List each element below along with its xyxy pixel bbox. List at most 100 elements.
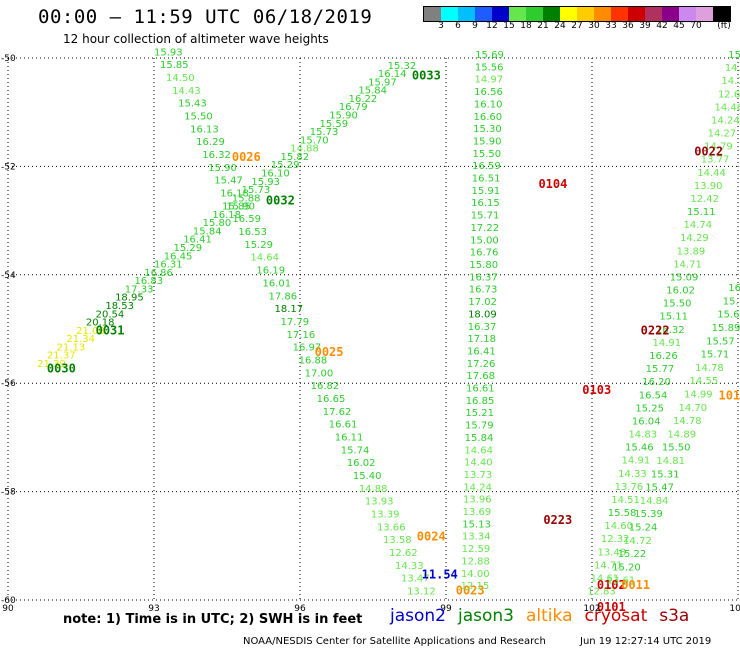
swh-value: 15. — [723, 296, 739, 307]
swh-value: 16.18 — [220, 189, 249, 200]
swh-value: 14.60 — [604, 521, 633, 532]
pass-time-label: 0222 — [641, 323, 670, 337]
swh-value: 13.73 — [464, 470, 493, 481]
x-tick-label: 93 — [148, 604, 159, 614]
swh-value: 14.78 — [673, 416, 702, 427]
swh-value: 15.29 — [244, 240, 273, 251]
swh-value: 13.12 — [407, 587, 436, 598]
swh-value: 16.65 — [317, 394, 346, 405]
swh-value: 14.24 — [711, 115, 740, 126]
swh-value: 15.21 — [465, 408, 494, 419]
swh-value: 13.69 — [463, 507, 492, 518]
swh-value: 21.08 — [76, 326, 105, 337]
pass-time-label: 0032 — [266, 193, 295, 207]
swh-value: 16.59 — [472, 161, 501, 172]
swh-value: 16.59 — [232, 214, 261, 225]
x-tick-label: 102 — [583, 604, 600, 614]
swh-value: 15.09 — [670, 272, 699, 283]
colorbar-swatch — [645, 7, 662, 21]
colorbar-tick: 21 — [537, 21, 549, 31]
swh-value: 16.88 — [299, 355, 328, 366]
swh-value: 17.00 — [305, 368, 334, 379]
swh-value: 14.64 — [464, 445, 493, 456]
pass-time-label: 0030 — [47, 361, 76, 375]
swh-value: 14.88 — [290, 144, 319, 155]
swh-value: 14.70 — [678, 403, 707, 414]
swh-value: 15.43 — [178, 99, 207, 110]
swh-value: 16.97 — [293, 343, 322, 354]
swh-value: 12.88 — [461, 556, 490, 567]
axis-ticks: 90 93 96 99 102 105 -50 -52 -54 -56 -58 -60 — [1, 54, 740, 614]
swh-value: 15.20 — [612, 562, 641, 573]
pass-time-label: 0025 — [315, 345, 344, 359]
swh-value: 16.83 — [135, 276, 164, 287]
swh-value: 15.31 — [651, 469, 680, 480]
swh-value: 12.15 — [461, 581, 490, 592]
swh-value: 17.18 — [467, 334, 496, 345]
swh-value: 18.53 — [105, 301, 134, 312]
swh-value: 16.76 — [470, 248, 499, 259]
colorbar-tick: 36 — [622, 21, 634, 31]
swh-value: 15.84 — [193, 226, 222, 237]
swh-value: 16.73 — [469, 285, 498, 296]
swh-value: 16.37 — [468, 322, 497, 333]
pass-time-label: 0026 — [232, 150, 261, 164]
swh-value: 14.33 — [618, 469, 647, 480]
swh-value: 13.61 — [607, 576, 636, 587]
colorbar-swatch — [628, 7, 645, 21]
swh-value: 16.85 — [466, 396, 495, 407]
track-A: 21.3921.3721.1321.3421.0820.1820.5418.53… — [37, 61, 441, 376]
colorbar-swatch — [543, 7, 560, 21]
swh-value: 16.79 — [339, 102, 368, 113]
swh-value: 14.55 — [690, 376, 719, 387]
swh-value: 15.59 — [319, 119, 348, 130]
colorbar-tick: 30 — [588, 21, 600, 31]
swh-value: 17.26 — [467, 359, 496, 370]
swh-value: 15.84 — [465, 433, 494, 444]
swh-value: 13.77 — [701, 155, 730, 166]
swh-value: 16.19 — [256, 266, 285, 277]
swh-value: 16.10 — [474, 99, 503, 110]
swh-value: 15.82 — [281, 152, 310, 163]
swh-value: 15.80 — [203, 218, 232, 229]
swh-value: 14.88 — [359, 484, 388, 495]
swh-value: 14.61 — [591, 573, 620, 584]
x-tick-label: 96 — [294, 604, 306, 614]
colorbar-swatch — [424, 7, 441, 21]
swh-value: 17.02 — [468, 297, 497, 308]
swh-value: 15.58 — [608, 508, 637, 519]
colorbar-tick: 27 — [571, 21, 583, 31]
swh-value: 16.31 — [154, 260, 183, 271]
swh-value: 15.71 — [471, 211, 500, 222]
footer-note: note: 1) Time is in UTC; 2) SWH is in fe… — [63, 612, 363, 627]
swh-value: 15.57 — [706, 336, 735, 347]
swh-value: 15.97 — [368, 77, 397, 88]
swh-value: 14.99 — [684, 389, 713, 400]
colorbar-unit: (ft) — [717, 21, 731, 31]
swh-value: 14.79 — [704, 142, 733, 153]
pass-time-label: 0033 — [412, 69, 441, 83]
swh-value: 14.81 — [656, 456, 685, 467]
colorbar-swatch — [526, 7, 543, 21]
swh-value: 16.02 — [666, 286, 695, 297]
swh-value: 15.40 — [353, 471, 382, 482]
swh-value: 21.34 — [66, 334, 95, 345]
pass-time-label: 0103 — [582, 383, 611, 397]
colorbar-tick: 12 — [486, 21, 498, 31]
swh-value: 15.56 — [475, 62, 504, 73]
swh-value: 14.72 — [623, 536, 652, 547]
satellite-legend-jason3: jason3 — [458, 606, 514, 626]
satellite-legend-cryosat: cryosat — [584, 606, 648, 626]
swh-value: 16.53 — [238, 227, 267, 238]
swh-value: 15.47 — [214, 176, 243, 187]
page-subtitle: 12 hour collection of altimeter wave hei… — [63, 32, 329, 46]
swh-value: 15.50 — [184, 111, 213, 122]
swh-value: 21.39 — [37, 359, 66, 370]
satellite-legend-jason2: jason2 — [390, 606, 446, 626]
colorbar-swatch — [679, 7, 696, 21]
swh-value: 16.04 — [632, 416, 661, 427]
swh-value: 13.48 — [597, 547, 626, 558]
colorbar-tick: 33 — [605, 21, 617, 31]
colorbar-swatch — [492, 7, 509, 21]
swh-value: 13.39 — [371, 510, 400, 521]
